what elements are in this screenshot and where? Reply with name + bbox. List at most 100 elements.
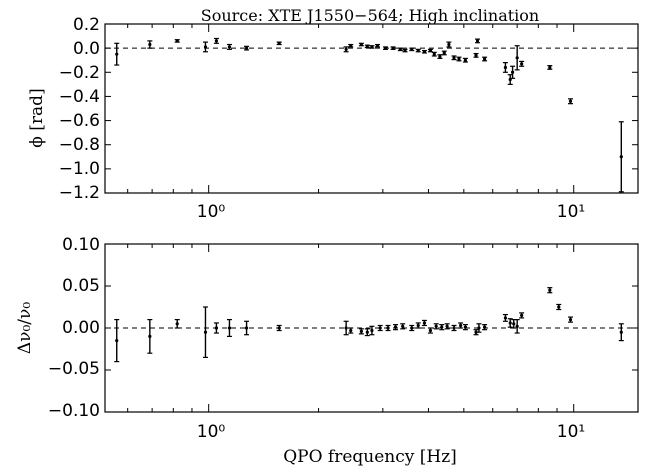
top-y-tick-label: −0.2	[59, 63, 100, 83]
bottom-data-point	[344, 326, 348, 330]
bottom-data-point	[474, 330, 478, 334]
top-data-point	[375, 44, 380, 48]
bottom-data-point	[244, 326, 249, 330]
bottom-data-point	[365, 330, 369, 334]
bottom-data-point	[148, 334, 152, 338]
top-x-tick-label: 10⁰	[197, 202, 226, 222]
bottom-data-point	[401, 324, 405, 328]
top-data-point	[619, 155, 623, 159]
bottom-data-point	[483, 325, 487, 329]
bottom-data-point	[386, 326, 390, 330]
top-data-point	[349, 44, 353, 48]
top-data-point	[463, 58, 468, 62]
bottom-data-point	[359, 329, 363, 333]
bottom-data-point	[416, 323, 420, 328]
bottom-data-point	[227, 326, 232, 330]
phase-lag-panel: Source: XTE J1550−564; High inclination …	[27, 6, 639, 222]
bottom-data-point	[277, 326, 281, 330]
bottom-axes-frame	[104, 243, 639, 413]
bottom-data-point	[370, 328, 374, 333]
top-data-point	[428, 48, 433, 53]
top-data-point	[359, 42, 363, 47]
top-data-point	[422, 50, 427, 54]
top-x-tick-label: 10¹	[557, 202, 585, 222]
bottom-y-tick-label: −0.10	[48, 401, 100, 421]
top-y-tick-label: −0.6	[59, 111, 100, 131]
top-data-point	[277, 41, 281, 45]
top-x-tick-labels: 10⁰ 10¹	[197, 202, 585, 222]
x-axis-label: QPO frequency [Hz]	[283, 447, 457, 467]
top-data-point	[510, 70, 515, 74]
top-data-point	[447, 42, 451, 47]
chart-title: Source: XTE J1550−564; High inclination	[201, 6, 539, 25]
bottom-data-point	[393, 325, 398, 329]
top-data-point	[175, 39, 179, 43]
top-data-point	[214, 39, 219, 43]
top-data-point	[457, 57, 461, 61]
top-data-point	[148, 42, 152, 47]
top-data-point	[548, 65, 552, 70]
top-y-tick-label: −0.4	[59, 87, 100, 107]
bottom-data-point	[515, 324, 519, 328]
top-data-point	[503, 65, 508, 70]
top-data-point	[515, 56, 519, 60]
bottom-data-point	[175, 322, 179, 326]
bottom-data-point	[508, 321, 512, 325]
top-data-point	[244, 46, 249, 50]
bottom-data-point	[434, 324, 438, 328]
bottom-data-point	[503, 316, 508, 320]
top-y-axis-label: ϕ [rad]	[27, 88, 47, 147]
bottom-data-point	[557, 305, 561, 309]
top-data-point	[227, 45, 232, 49]
top-data-point	[203, 45, 208, 49]
bottom-data-point	[452, 326, 456, 330]
top-data-point	[432, 52, 436, 56]
bottom-y-tick-label: 0.10	[62, 235, 100, 255]
bottom-data-point	[349, 328, 353, 333]
bottom-data-point	[548, 288, 552, 292]
bottom-data-point	[378, 326, 382, 330]
bottom-data-point	[214, 326, 219, 330]
bottom-data-point	[520, 313, 524, 317]
bottom-y-axis-label: Δν₀/ν₀	[15, 302, 35, 354]
bottom-data-point	[512, 322, 516, 326]
top-data-point	[475, 39, 480, 43]
bottom-data-point	[477, 326, 481, 330]
top-data-point	[483, 57, 487, 61]
bottom-y-tick-labels: 0.10 0.05 0.00 −0.05 −0.10	[48, 235, 100, 421]
top-data-point	[398, 47, 402, 51]
bottom-y-tick-label: 0.00	[62, 318, 100, 338]
top-data-point	[568, 99, 573, 103]
top-data-point	[452, 56, 456, 60]
top-axes-frame	[104, 23, 639, 194]
top-data-point	[520, 62, 524, 66]
bottom-data-point	[115, 339, 119, 343]
top-y-tick-label: −1.0	[59, 159, 100, 179]
bottom-data-point	[459, 323, 463, 328]
top-y-tick-label: −1.2	[59, 183, 100, 203]
top-y-tick-label: 0.0	[73, 39, 100, 59]
bottom-y-tick-label: −0.05	[48, 359, 100, 379]
bottom-x-tick-label: 10⁰	[197, 422, 226, 442]
bottom-y-tick-label: 0.05	[62, 276, 100, 296]
bottom-x-tick-label: 10¹	[557, 422, 585, 442]
bottom-data-point	[445, 324, 449, 328]
bottom-data-point	[568, 318, 573, 322]
bottom-data-point	[463, 325, 468, 329]
bottom-data-point	[440, 325, 444, 329]
frequency-shift-panel: Δν₀/ν₀ QPO frequency [Hz] 0.10 0.05 0.00…	[15, 235, 639, 467]
bottom-data-point	[410, 326, 414, 330]
bottom-data-point	[428, 328, 433, 333]
top-data-point	[438, 54, 442, 59]
bottom-data-point	[422, 321, 427, 325]
top-data-point	[416, 48, 420, 53]
top-y-tick-label: 0.2	[73, 15, 100, 35]
top-data-point	[474, 53, 478, 57]
top-data-point	[410, 47, 414, 51]
top-data-point	[370, 45, 374, 49]
top-y-tick-label: −0.8	[59, 135, 100, 155]
top-data-point	[383, 46, 388, 50]
top-data-point	[115, 52, 119, 56]
top-data-point	[442, 51, 446, 55]
